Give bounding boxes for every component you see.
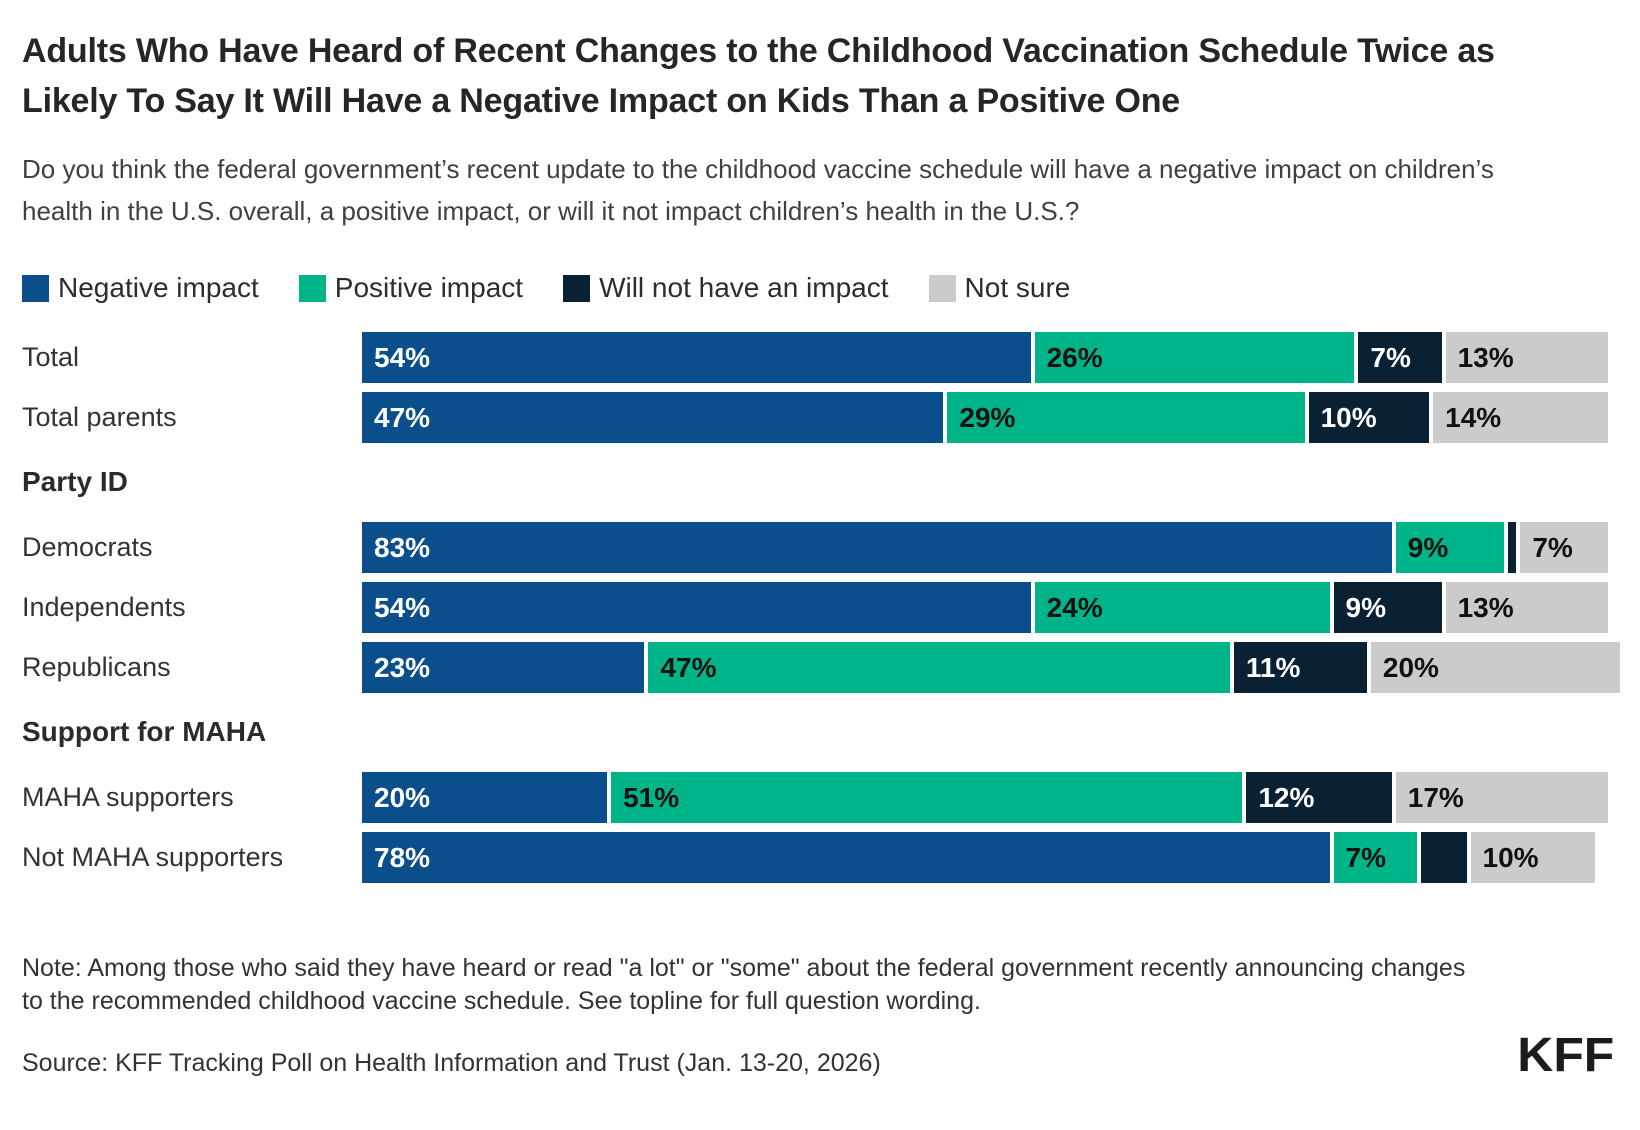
segment-value-label: 51% (623, 781, 680, 813)
bar-area: 23% 47% 11% 20% (362, 642, 1620, 693)
segment-value-label: 20% (374, 781, 431, 813)
bar-area: 83% 9% 7% (362, 522, 1620, 573)
bar-segment-negative: 47% (362, 392, 948, 443)
stacked-bar-chart: Total 54% 26% 7% 13% Total parents 47% 29% 10% 14… (22, 332, 1620, 883)
chart-question-subtitle: Do you think the federal government’s re… (22, 154, 1494, 226)
segment-value-label: 9% (1345, 591, 1386, 623)
row-label: Independents (22, 592, 186, 622)
bar-row: Democrats 83% 9% 7% (22, 522, 1618, 573)
bar-segment-negative: 23% (362, 642, 649, 693)
legend-item-no_impact: Will not have an impact (563, 272, 889, 304)
bar-area: 20% 51% 12% 17% (362, 772, 1620, 823)
source-text: Source: KFF Tracking Poll on Health Info… (22, 1049, 881, 1077)
bar-segment-negative: 20% (362, 772, 612, 823)
legend-swatch-negative (22, 274, 49, 302)
segment-value-label: 47% (374, 401, 431, 433)
segment-value-label: 7% (1345, 841, 1386, 873)
footer: Source: KFF Tracking Poll on Health Info… (22, 1029, 1618, 1082)
legend-label: Not sure (964, 272, 1071, 303)
row-label: Not MAHA supporters (22, 842, 284, 872)
bar-segment-no_impact: 10% (1308, 392, 1434, 443)
row-label: Total (22, 342, 80, 372)
segment-value-label: 11% (1245, 651, 1301, 683)
row-label: Democrats (22, 532, 153, 562)
bar-area: 47% 29% 10% 14% (362, 392, 1620, 443)
segment-value-label: 10% (1482, 841, 1539, 873)
segment-value-label: 54% (374, 591, 431, 623)
segment-value-label: 20% (1382, 651, 1439, 683)
bar-segment-positive: 9% (1395, 522, 1508, 573)
bar-segment-not_sure: 13% (1445, 582, 1608, 633)
bar-row: MAHA supporters 20% 51% 12% 17% (22, 772, 1618, 823)
bar-segment-positive: 7% (1333, 832, 1421, 883)
legend-swatch-positive (298, 274, 326, 302)
segment-value-label: 83% (374, 531, 431, 563)
bar-row: Independents 54% 24% 9% 13% (22, 582, 1618, 633)
kff-logo: KFF (1516, 1029, 1614, 1082)
bar-segment-not_sure: 20% (1370, 642, 1620, 693)
bar-segment-negative: 54% (362, 332, 1035, 383)
bar-segment-no_impact: 12% (1246, 772, 1396, 823)
bar-segment-positive: 24% (1034, 582, 1334, 633)
row-label: Republicans (22, 652, 171, 682)
bar-row: Not MAHA supporters 78% 7% 10% (22, 832, 1618, 883)
section-header: Support for MAHA (22, 716, 267, 747)
bar-segment-not_sure: 7% (1520, 522, 1608, 573)
segment-value-label: 29% (959, 401, 1016, 433)
bar-segment-positive: 51% (611, 772, 1247, 823)
segment-value-label: 9% (1407, 531, 1449, 563)
bar-segment-negative: 83% (362, 522, 1396, 573)
note-text: Note: Among those who said they have hea… (22, 954, 1466, 1015)
legend-item-not_sure: Not sure (928, 272, 1071, 304)
bar-segment-no_impact: 11% (1233, 642, 1371, 693)
legend-swatch-not_sure (928, 274, 956, 302)
bar-segment-not_sure: 10% (1470, 832, 1596, 883)
bar-segment-no_impact (1507, 522, 1521, 573)
row-label: Total parents (22, 402, 177, 432)
bar-area: 78% 7% 10% (362, 832, 1620, 883)
segment-value-label: 13% (1457, 341, 1514, 373)
bar-segment-no_impact (1420, 832, 1471, 883)
bar-segment-no_impact: 7% (1358, 332, 1446, 383)
bar-row: Total 54% 26% 7% 13% (22, 332, 1618, 383)
bar-segment-not_sure: 14% (1433, 392, 1608, 443)
legend-swatch-no_impact (563, 274, 591, 302)
bar-area: 54% 26% 7% 13% (362, 332, 1620, 383)
legend-label: Positive impact (334, 272, 524, 303)
bar-row: Republicans 23% 47% 11% 20% (22, 642, 1620, 693)
bar-segment-positive: 47% (648, 642, 1234, 693)
segment-value-label: 7% (1532, 531, 1573, 563)
bar-segment-not_sure: 13% (1445, 332, 1608, 383)
segment-value-label: 23% (374, 651, 431, 683)
segment-value-label: 47% (660, 651, 717, 683)
legend-label: Negative impact (58, 272, 259, 303)
legend: Negative impact Positive impact Will not h… (22, 272, 1618, 304)
legend-label: Will not have an impact (599, 272, 889, 303)
section-header: Party ID (22, 466, 128, 497)
legend-item-negative: Negative impact (22, 272, 259, 304)
bar-segment-no_impact: 9% (1333, 582, 1446, 633)
bar-segment-positive: 29% (947, 392, 1309, 443)
segment-value-label: 24% (1046, 591, 1103, 623)
segment-value-label: 78% (374, 841, 431, 873)
bar-segment-negative: 78% (362, 832, 1334, 883)
segment-value-label: 14% (1445, 401, 1502, 433)
bar-segment-positive: 26% (1034, 332, 1359, 383)
segment-value-label: 7% (1370, 341, 1411, 373)
legend-item-positive: Positive impact (298, 272, 524, 304)
segment-value-label: 13% (1457, 591, 1514, 623)
bar-row: Total parents 47% 29% 10% 14% (22, 392, 1618, 443)
segment-value-label: 54% (374, 341, 431, 373)
bar-segment-negative: 54% (362, 582, 1035, 633)
segment-value-label: 12% (1258, 781, 1315, 813)
bar-area: 54% 24% 9% 13% (362, 582, 1620, 633)
segment-value-label: 10% (1320, 401, 1377, 433)
segment-value-label: 26% (1046, 341, 1103, 373)
segment-value-label: 17% (1407, 781, 1464, 813)
chart-title: Adults Who Have Heard of Recent Changes … (22, 32, 1495, 120)
row-label: MAHA supporters (22, 782, 234, 812)
bar-segment-not_sure: 17% (1395, 772, 1608, 823)
